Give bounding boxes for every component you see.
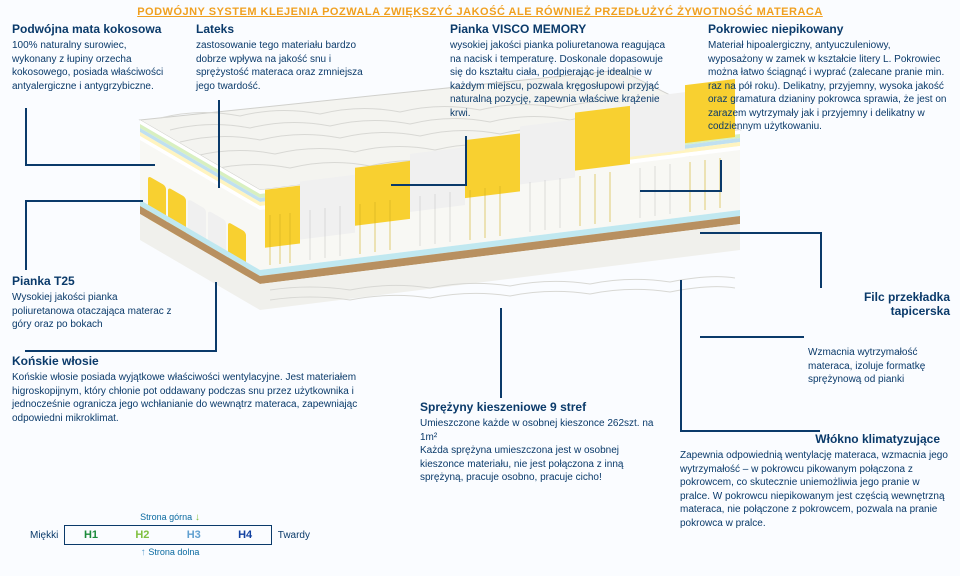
- line: [700, 232, 820, 234]
- callout-kokos: Podwójna mata kokosowa 100% naturalny su…: [12, 22, 172, 93]
- line: [25, 200, 27, 270]
- line: [25, 164, 155, 166]
- sprezyny-text: Umieszczone każde w osobnej kieszonce 26…: [420, 417, 660, 485]
- filc-text: Wzmacnia wytrzymałość materaca, izoluje …: [808, 346, 950, 387]
- hardness-h2: H2: [117, 529, 168, 541]
- hardness-h1: H1: [65, 529, 116, 541]
- arrow-up-icon: ↑: [141, 547, 146, 558]
- callout-filc-text: Wzmacnia wytrzymałość materaca, izoluje …: [808, 346, 950, 387]
- line: [25, 108, 27, 164]
- line: [500, 308, 502, 398]
- sprezyny-title: Sprężyny kieszeniowe 9 stref: [420, 400, 660, 414]
- callout-filc: Filc przekładka tapicerska: [825, 290, 950, 321]
- lateks-title: Lateks: [196, 22, 366, 36]
- hard-label: Twardy: [278, 530, 310, 541]
- wlokno-title: Włókno klimatyzujące: [680, 432, 950, 446]
- line: [720, 160, 722, 190]
- callout-visco: Pianka VISCO MEMORY wysokiej jakości pia…: [450, 22, 678, 120]
- line: [820, 232, 822, 288]
- line: [465, 136, 467, 184]
- callout-wlokno: Włókno klimatyzujące Zapewnia odpowiedni…: [680, 432, 950, 530]
- hardness-h4: H4: [219, 529, 270, 541]
- kokos-title: Podwójna mata kokosowa: [12, 22, 172, 36]
- konskie-text: Końskie włosie posiada wyjątkowe właściw…: [12, 371, 397, 425]
- kokos-text: 100% naturalny surowiec, wykonany z łupi…: [12, 39, 172, 93]
- callout-sprezyny: Sprężyny kieszeniowe 9 stref Umieszczone…: [420, 400, 660, 485]
- arrow-down-icon: ↓: [195, 512, 200, 523]
- t25-title: Pianka T25: [12, 274, 172, 288]
- visco-text: wysokiej jakości pianka poliuretanowa re…: [450, 39, 678, 120]
- callout-konskie: Końskie włosie Końskie włosie posiada wy…: [12, 354, 397, 425]
- line: [215, 282, 217, 352]
- line: [25, 350, 217, 352]
- callout-t25: Pianka T25 Wysokiej jakości pianka poliu…: [12, 274, 172, 332]
- bottom-side-label: Strona dolna: [148, 547, 199, 557]
- top-side-label: Strona górna: [140, 512, 192, 522]
- line: [218, 100, 220, 188]
- line: [680, 430, 820, 432]
- visco-title: Pianka VISCO MEMORY: [450, 22, 678, 36]
- soft-label: Miękki: [30, 530, 58, 541]
- line: [391, 184, 467, 186]
- callout-pokrowiec: Pokrowiec niepikowany Materiał hipoalerg…: [708, 22, 948, 134]
- line: [700, 336, 804, 338]
- line: [640, 190, 722, 192]
- callout-lateks: Lateks zastosowanie tego materiału bardz…: [196, 22, 366, 93]
- pokrowiec-text: Materiał hipoalergiczny, antyuczuleniowy…: [708, 39, 948, 134]
- hardness-h3: H3: [168, 529, 219, 541]
- hardness-scale: Strona górna ↓ Miękki H1 H2 H3 H4 Twardy…: [30, 512, 310, 558]
- filc-title: Filc przekładka tapicerska: [825, 290, 950, 318]
- t25-text: Wysokiej jakości pianka poliuretanowa ot…: [12, 291, 172, 332]
- line: [25, 200, 143, 202]
- konskie-title: Końskie włosie: [12, 354, 397, 368]
- lateks-text: zastosowanie tego materiału bardzo dobrz…: [196, 39, 366, 93]
- wlokno-text: Zapewnia odpowiednią wentylację materaca…: [680, 449, 950, 530]
- pokrowiec-title: Pokrowiec niepikowany: [708, 22, 948, 36]
- line: [680, 280, 682, 430]
- main-header: PODWÓJNY SYSTEM KLEJENIA POZWALA ZWIĘKSZ…: [0, 0, 960, 20]
